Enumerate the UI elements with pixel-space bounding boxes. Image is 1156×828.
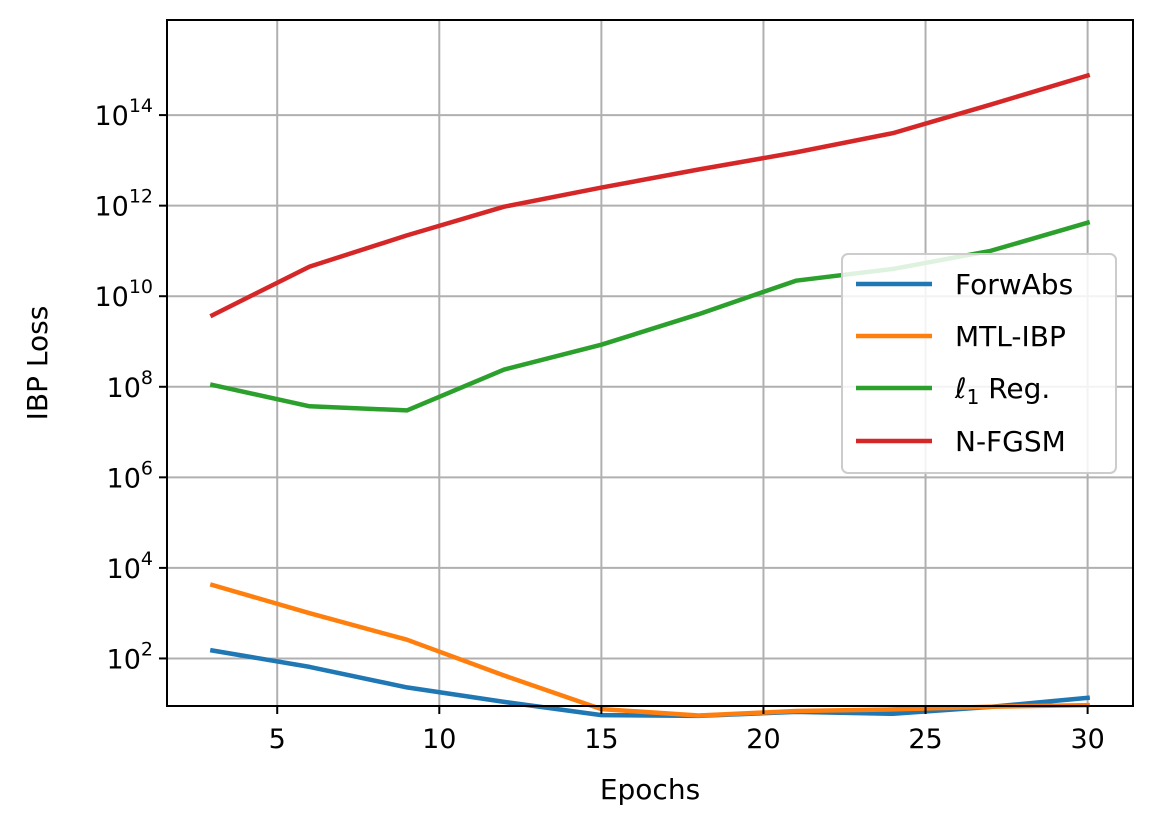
y-tick-exponent: 6 xyxy=(141,457,153,479)
y-tick-exponent: 4 xyxy=(141,548,153,570)
y-tick-base: 10 xyxy=(94,192,128,223)
x-tick-label: 5 xyxy=(269,724,286,755)
legend-label-l1-reg: ℓ1 Reg. xyxy=(954,372,1050,409)
y-tick-base: 10 xyxy=(107,373,141,404)
y-tick-label: 104 xyxy=(107,548,153,585)
y-axis-label: IBP Loss xyxy=(21,306,54,421)
y-tick-base: 10 xyxy=(107,644,141,675)
y-tick-label: 1012 xyxy=(94,186,153,223)
y-tick-exponent: 8 xyxy=(141,367,153,389)
legend-box xyxy=(841,253,1117,474)
legend-l1-symbol: ℓ xyxy=(954,372,967,405)
legend-l1-subscript: 1 xyxy=(967,385,980,409)
legend-label-forwabs: ForwAbs xyxy=(955,268,1073,301)
y-tick-label: 108 xyxy=(107,367,153,404)
x-axis-label: Epochs xyxy=(600,773,700,806)
series-lines xyxy=(209,72,1091,719)
y-tick-label: 106 xyxy=(107,457,153,494)
y-tick-base: 10 xyxy=(107,463,141,494)
y-tick-label: 1010 xyxy=(94,276,153,313)
x-tick-label: 15 xyxy=(584,724,618,755)
legend: ForwAbs MTL-IBP ℓ1 Reg. N-FGSM xyxy=(841,253,1117,474)
legend-label-n-fgsm: N-FGSM xyxy=(955,425,1066,458)
x-tick-label: 25 xyxy=(908,724,942,755)
y-tick-exponent: 2 xyxy=(141,638,153,660)
legend-label-mtl-ibp: MTL-IBP xyxy=(955,320,1066,353)
y-tick-label: 1014 xyxy=(94,95,153,132)
plot-frame xyxy=(166,19,1134,707)
x-tick-label: 10 xyxy=(422,724,456,755)
series-line xyxy=(209,647,1091,719)
y-tick-exponent: 14 xyxy=(129,95,153,117)
x-axis-ticks: 5 10 15 20 25 30 xyxy=(269,706,1105,755)
series-line xyxy=(209,582,1090,718)
y-tick-label: 102 xyxy=(107,638,153,675)
y-tick-base: 10 xyxy=(94,282,128,313)
x-tick-label: 20 xyxy=(746,724,780,755)
y-tick-base: 10 xyxy=(94,101,128,132)
y-tick-exponent: 12 xyxy=(129,186,153,208)
legend-l1-suffix: Reg. xyxy=(979,372,1050,405)
y-tick-base: 10 xyxy=(107,554,141,585)
x-tick-label: 30 xyxy=(1070,724,1104,755)
series-line xyxy=(209,72,1091,319)
y-tick-exponent: 10 xyxy=(129,276,153,298)
